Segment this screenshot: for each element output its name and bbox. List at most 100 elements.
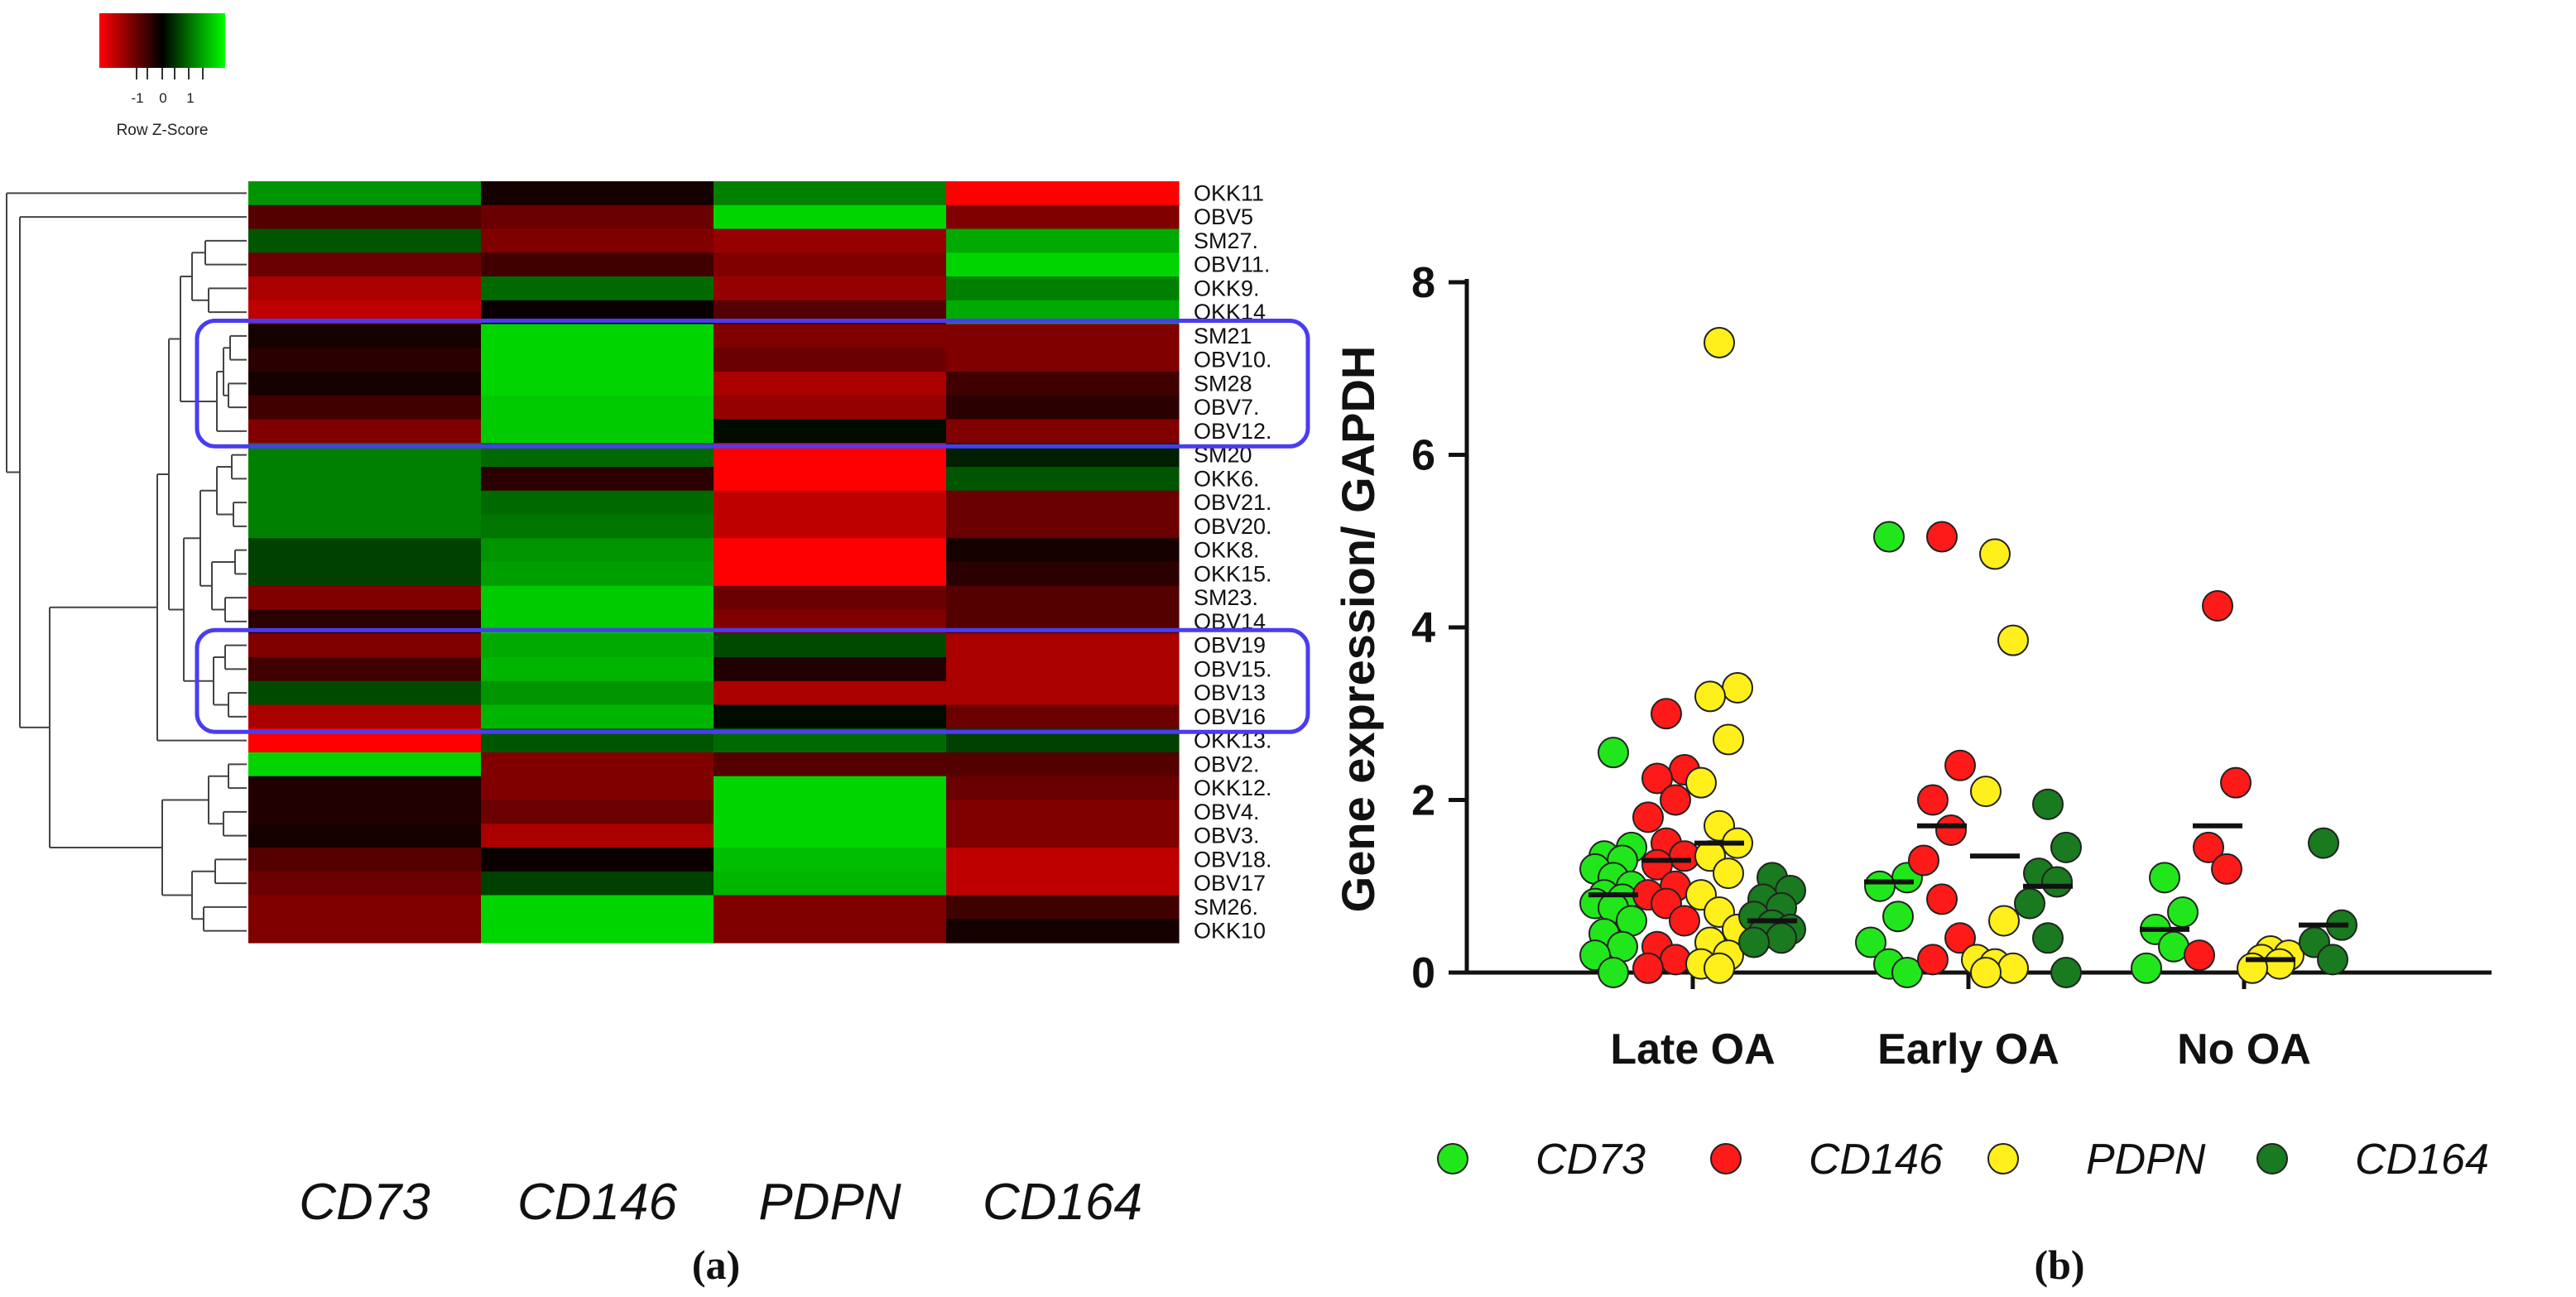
heatmap-cell-obv10-cd164 [946, 348, 1180, 372]
scatter-point-pdpn-early-oa-4 [1988, 905, 2020, 937]
scatter-point-cd164-late-oa-9 [1766, 922, 1797, 954]
heatmap-row-label-obv19: OBV19 [1194, 633, 1266, 658]
scatter-point-cd73-early-oa-1 [1873, 521, 1905, 553]
scatter-mean-lines [1588, 823, 2348, 963]
scatter-point-cd146-no-oa-4 [2211, 853, 2242, 885]
color-key-tick-label-0: 0 [159, 90, 166, 106]
heatmap-highlight-boxes [195, 319, 1310, 734]
scatter-point-cd73-late-oa-16 [1598, 957, 1629, 988]
heatmap-cell-obv5-pdpn [714, 204, 947, 230]
heatmap-row-label-obv7: OBV7. [1194, 395, 1260, 420]
scatter-point-pdpn-early-oa-8 [1970, 957, 2002, 988]
heatmap-cell-obv4-cd73 [248, 800, 482, 824]
heatmap-cell-sm23-cd73 [248, 585, 482, 611]
scatter-y-tick-label-2: 2 [1411, 777, 1435, 825]
legend-label-pdpn: PDPN [2086, 1136, 2206, 1184]
heatmap-cell-obv7-cd146 [481, 395, 714, 420]
heatmap-cell-okk15-cd146 [481, 562, 714, 587]
scatter-y-tick-label-6: 6 [1411, 432, 1435, 480]
scatter-points [1579, 326, 2357, 988]
heatmap-column-labels: CD73 CD146 PDPN CD164 [299, 1174, 1142, 1231]
heatmap-cell-obv10-pdpn [714, 348, 947, 372]
color-key-label: Row Z-Score [117, 122, 209, 139]
scatter-point-pdpn-late-oa-16 [1704, 952, 1735, 984]
heatmap-row-labels: OKK11OBV5SM27.OBV11.OKK9.OKK14SM21OBV10.… [1194, 180, 1272, 943]
heatmap-cell-obv12-pdpn [714, 419, 947, 444]
scatter-point-cd73-no-oa-5 [2131, 952, 2162, 984]
heatmap-cell-okk8-pdpn [714, 538, 947, 563]
scatter-point-pdpn-early-oa-2 [1997, 624, 2029, 656]
legend-label-cd73: CD73 [1536, 1136, 1646, 1184]
color-key-tick-label-neg1: -1 [131, 90, 143, 106]
heatmap-cell-obv5-cd73 [248, 204, 482, 230]
heatmap-cell-obv20-cd146 [481, 514, 714, 539]
heatmap-cell-okk9-pdpn [714, 276, 947, 301]
legend-marker-cd146 [1710, 1143, 1742, 1175]
heatmap-row-label-obv12: OBV12. [1194, 419, 1272, 444]
heatmap-cell-obv15-pdpn [714, 657, 947, 682]
scatter-point-pdpn-late-oa-5 [1685, 766, 1717, 799]
scatter-point-cd164-early-oa-7 [2050, 957, 2082, 988]
heatmap-cell-obv21-cd73 [248, 490, 482, 516]
scatter-y-axis-title: Gene expression/ GAPDH [1332, 346, 1384, 913]
legend-label-cd146: CD146 [1809, 1136, 1943, 1184]
heatmap-cell-sm26-pdpn [714, 895, 947, 920]
heatmap-cell-sm26-cd146 [481, 895, 714, 920]
scatter-point-pdpn-early-oa-7 [1997, 952, 2029, 984]
scatter-point-cd73-no-oa-2 [2167, 896, 2199, 929]
heatmap-cell-sm21-cd146 [481, 324, 714, 348]
scatter-point-cd146-no-oa-1 [2202, 589, 2233, 622]
scatter-point-cd164-early-oa-6 [2032, 922, 2064, 954]
heatmap-cell-sm26-cd164 [946, 895, 1180, 920]
heatmap-cell-obv20-cd73 [248, 514, 482, 539]
heatmap-row-label-obv13: OBV13 [1194, 680, 1266, 705]
heatmap-row-label-okk8: OKK8. [1194, 538, 1260, 563]
legend-marker-pdpn [1987, 1143, 2019, 1175]
scatter-point-cd73-early-oa-7 [1891, 957, 1923, 988]
scatter-point-cd164-no-oa-1 [2308, 827, 2339, 859]
heatmap-cell-sm27-pdpn [714, 228, 947, 253]
heatmap-cell-okk6-cd73 [248, 467, 482, 492]
heatmap-cell-obv10-cd73 [248, 348, 482, 372]
heatmap-row-label-sm28: SM28 [1194, 371, 1252, 396]
scatter-point-cd146-early-oa-7 [1944, 922, 1976, 954]
heatmap-cell-obv7-cd164 [946, 395, 1180, 420]
heatmap-cell-sm23-cd146 [481, 585, 714, 611]
legend-marker-cd73 [1437, 1143, 1468, 1175]
scatter-x-tick-label-early-oa: Early OA [1877, 1026, 2059, 1074]
heatmap-cell-obv17-cd146 [481, 871, 714, 896]
heatmap-cell-obv20-pdpn [714, 514, 947, 539]
scatter-point-cd146-late-oa-14 [1660, 944, 1691, 976]
heatmap-cell-obv3-cd73 [248, 824, 482, 848]
heatmap-cell-okk15-cd73 [248, 562, 482, 587]
heatmap-cell-okk9-cd73 [248, 276, 482, 301]
scatter-point-cd146-no-oa-2 [2220, 766, 2252, 799]
heatmap-row-label-obv15: OBV15. [1194, 656, 1272, 681]
heatmap-cell-okk8-cd73 [248, 538, 482, 563]
heatmap-cell-okk12-cd164 [946, 776, 1180, 801]
heatmap-row-label-okk10: OKK10 [1194, 919, 1266, 944]
heatmap-row-label-obv10: OBV10. [1194, 348, 1272, 372]
heatmap-cell-obv11-cd73 [248, 252, 482, 277]
heatmap-row-label-sm23: SM23. [1194, 585, 1258, 610]
heatmap-cell-obv2-cd146 [481, 752, 714, 777]
heatmap-row-label-obv2: OBV2. [1194, 752, 1260, 776]
heatmap-cell-sm23-pdpn [714, 585, 947, 611]
heatmap-cell-obv7-cd73 [248, 395, 482, 420]
scatter-point-cd146-early-oa-5 [1908, 844, 1939, 877]
heatmap-row-label-obv20: OBV20. [1194, 514, 1272, 539]
color-key-ticks [136, 68, 204, 79]
heatmap-cell-obv3-pdpn [714, 824, 947, 848]
heatmap-cell-okk8-cd164 [946, 538, 1180, 563]
scatter-point-cd146-late-oa-3 [1641, 762, 1673, 795]
scatter-point-pdpn-early-oa-3 [1970, 776, 2002, 808]
heatmap-cell-okk11-cd73 [248, 181, 482, 206]
scatter-point-cd164-no-oa-4 [2317, 944, 2348, 976]
scatter-point-cd146-late-oa-12 [1669, 905, 1700, 937]
heatmap-cell-obv11-pdpn [714, 252, 947, 277]
heatmap-column-label-cd73: CD73 [299, 1174, 430, 1231]
heatmap-cells [248, 181, 1180, 944]
scatter-y-tick-label-8: 8 [1411, 259, 1435, 307]
scatter-point-cd146-late-oa-8 [1641, 848, 1673, 881]
heatmap-row-label-okk15: OKK15. [1194, 561, 1272, 586]
